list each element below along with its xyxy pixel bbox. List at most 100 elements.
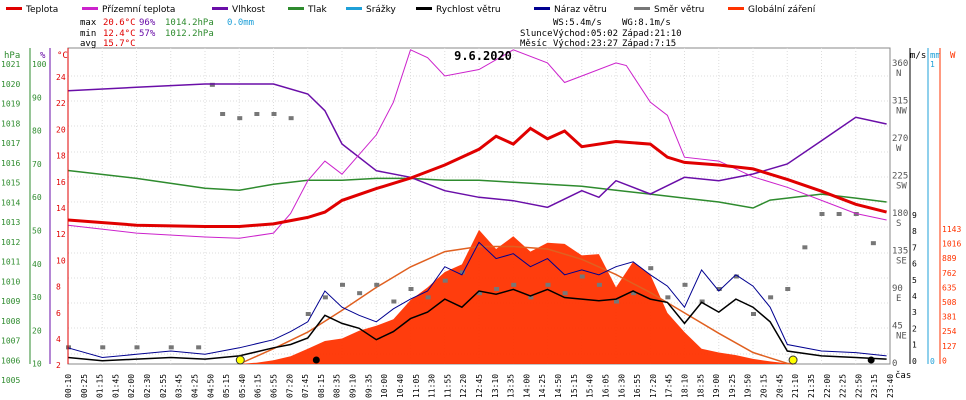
tick-ms: 0 [912,357,917,366]
tick-watts: 508 [942,298,957,307]
stat-max-pressure: 1014.2hPa [165,18,214,28]
tick-hpa: 1014 [1,198,20,207]
stat-wind-speed: WS:5.4m/s [553,18,602,28]
tick-time: 00:25 [80,374,89,398]
wind-direction-point [100,345,106,350]
wind-direction-point [596,282,602,287]
wind-direction-point [477,291,482,296]
wind-direction-point [374,282,380,287]
tick-hpa: 1012 [1,238,20,247]
tick-percent: 90 [32,93,42,102]
wind-direction-point [425,295,431,300]
tick-hpa: 1020 [1,80,20,89]
wind-direction-point [168,345,174,350]
tick-time: 01:45 [111,374,120,398]
tick-time: 10:00 [380,374,389,398]
tick-time: 05:40 [238,374,247,398]
tick-hpa: 1013 [1,218,20,227]
tick-time: 13:35 [507,374,516,398]
tick-percent: 20 [32,326,42,335]
wind-direction-point [305,312,311,316]
tick-ms: 9 [912,211,917,220]
tick-ms: 2 [912,324,917,333]
axis-label-x: čas [895,370,911,381]
tick-watts: 0 [942,356,947,365]
tick-hpa: 1017 [1,139,20,148]
legend-label: Přízemní teplota [102,5,175,15]
wind-direction-point [768,295,774,300]
tick-watts: 127 [942,342,957,351]
tick-celsius: 8 [56,283,61,292]
tick-celsius: 22 [56,99,66,108]
axis-unit-w: W [950,51,956,61]
tick-hpa: 1009 [1,297,20,306]
tick-time: 07:20 [285,374,294,398]
wind-direction-point [802,245,808,250]
wind-direction-point [836,212,842,216]
tick-time: 20:45 [775,374,784,398]
wind-direction-point [254,112,260,116]
stat-avg-label: avg [80,39,96,49]
tick-time: 02:00 [127,374,136,398]
tick-time: 21:35 [807,374,816,398]
tick-celsius: 6 [56,309,61,318]
tick-time: 20:15 [760,374,769,398]
wind-direction-point [442,278,448,283]
axis-unit-celsius: °C [57,51,68,61]
tick-direction-degrees: 45 [892,322,903,332]
stat-min-temp: 12.4°C [103,29,136,39]
legend-label: Globální záření [748,5,816,15]
tick-time: 23:40 [886,374,895,398]
tick-time: 08:15 [317,374,326,398]
tick-ms: 8 [912,227,917,236]
tick-time: 01:15 [96,374,105,398]
axis-unit-mm: mm [930,51,941,61]
wind-direction-point [631,291,637,296]
tick-time: 06:15 [254,374,263,398]
legend-label: Srážky [366,5,397,15]
wind-direction-point [648,266,654,271]
tick-direction-compass: NW [896,107,907,117]
wind-direction-point [494,287,500,291]
tick-time: 17:45 [665,374,674,398]
tick-percent: 10 [32,360,42,369]
tick-time: 13:10 [491,374,500,398]
tick-time: 06:55 [270,374,279,398]
chart-title: 9.6.2020 [454,49,512,63]
tick-time: 21:10 [791,374,800,398]
tick-time: 12:20 [459,374,468,398]
tick-ms: 7 [912,243,917,252]
stat-rain: 0.0mm [227,18,254,28]
legend-swatch [534,7,550,10]
wind-direction-point [545,282,551,287]
legend-swatch [634,7,650,10]
tick-hpa: 1015 [1,179,20,188]
tick-time: 10:40 [396,374,405,398]
stat-avg-temp: 15.7°C [103,39,136,49]
tick-direction-compass: S [896,219,901,229]
tick-direction-degrees: 360 [892,59,908,69]
tick-time: 00:10 [64,374,73,398]
tick-percent: 100 [32,60,47,69]
tick-time: 17:20 [649,374,658,398]
wind-direction-point [511,282,517,287]
legend-label: Tlak [307,5,328,15]
tick-percent: 70 [32,160,42,169]
tick-time: 09:35 [364,374,373,398]
tick-celsius: 2 [56,361,61,370]
series-line-tlak [67,169,887,209]
tick-percent: 30 [32,293,42,302]
tick-time: 11:55 [443,374,452,398]
tick-time: 04:25 [190,374,199,398]
legend-swatch [346,7,362,10]
legend-swatch [212,7,228,10]
wind-direction-point [220,112,226,116]
tick-ms: 5 [912,276,917,285]
tick-mm: 1 [930,60,935,69]
legend-swatch [82,7,98,10]
tick-time: 16:05 [601,374,610,398]
legend-label: Náraz větru [554,5,607,15]
wind-direction-point [134,345,140,350]
wind-direction-point [751,312,756,316]
